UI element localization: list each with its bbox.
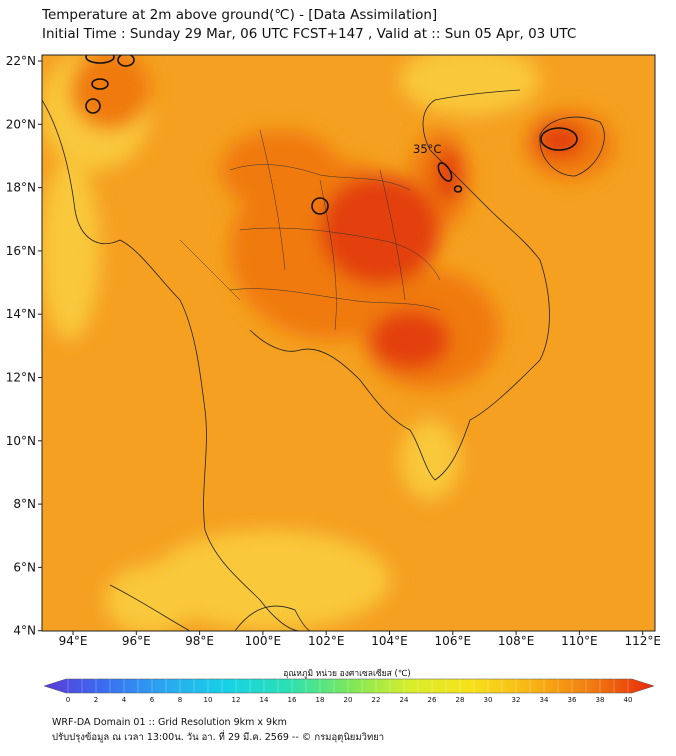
- map-frame: [41, 54, 656, 632]
- colorbar-tick-label: 12: [232, 696, 241, 704]
- border-line: [179, 239, 241, 301]
- colorbar-tick-label: 32: [512, 696, 521, 704]
- coastline-gulf: [249, 89, 550, 481]
- colorbar-tick-label: 10: [204, 696, 213, 704]
- contour-loop: [117, 55, 135, 67]
- lon-tick-label: 108°E: [498, 634, 535, 648]
- lon-tick-label: 100°E: [245, 634, 282, 648]
- hot-area-cambodia: [370, 310, 450, 370]
- colorbar-tick-label: 20: [344, 696, 353, 704]
- lat-tick-label: 12°N: [6, 371, 36, 385]
- contour-loop: [437, 162, 453, 182]
- contour-loop: [311, 197, 329, 215]
- coastlines: [42, 89, 605, 631]
- lat-tick-label: 14°N: [6, 307, 36, 321]
- colorbar-tick-label: 36: [568, 696, 577, 704]
- longitude-axis: 94°E 96°E 98°E 100°E 102°E 104°E 106°E 108°E 110…: [59, 631, 661, 648]
- coastline-hainan: [539, 116, 605, 177]
- border-line: [259, 129, 286, 271]
- contour-loop: [540, 127, 578, 151]
- coastline-sumatra: [109, 584, 191, 631]
- colorbar-tick-label: 4: [122, 696, 127, 704]
- cool-area-sea-south: [150, 530, 390, 630]
- contour-label: 35°C: [413, 142, 441, 156]
- contour-loop: [85, 98, 101, 114]
- colorbar-tick-label: 0: [66, 696, 70, 704]
- footer-update-info: ปรับปรุงข้อมูล ณ เวลา 13:00น. วัน อา. ที…: [52, 732, 385, 743]
- map-title: Temperature at 2m above ground(℃) - [Dat…: [42, 7, 438, 23]
- contour-loop: [85, 55, 115, 64]
- lon-tick-label: 110°E: [561, 634, 598, 648]
- lat-tick-label: 20°N: [6, 117, 36, 131]
- lon-tick-label: 112°E: [624, 634, 661, 648]
- colorbar-ticks: 0 2 4 6 8 10 12 14 16 18 20 22 24 26 28 30 32 34 36 38 40: [66, 679, 633, 704]
- colorbar-tick-label: 28: [456, 696, 465, 704]
- lat-tick-label: 22°N: [6, 54, 36, 68]
- colorbar-tick-label: 40: [624, 696, 633, 704]
- colorbar-tick-label: 6: [150, 696, 155, 704]
- lat-tick-label: 8°N: [13, 497, 36, 511]
- colorbar-tick-label: 30: [484, 696, 493, 704]
- contour-loop: [91, 78, 109, 90]
- cool-area-west-coast: [42, 160, 100, 340]
- coastline-malaysia: [234, 605, 311, 631]
- map-subtitle: Initial Time : Sunday 29 Mar, 06 UTC FCS…: [42, 26, 577, 42]
- cool-area-mekong-delta: [400, 420, 460, 500]
- lat-tick-label: 6°N: [13, 560, 36, 574]
- colorbar: 0 2 4 6 8 10 12 14 16 18 20 22 24 26 28 30 32 34 36 38 40: [43, 678, 655, 704]
- colorbar-tick-label: 2: [94, 696, 98, 704]
- lon-tick-label: 106°E: [435, 634, 472, 648]
- coastline-andaman: [42, 99, 301, 631]
- border-line: [379, 169, 406, 301]
- lat-tick-label: 18°N: [6, 181, 36, 195]
- border-line: [229, 164, 411, 191]
- temperature-field: 35°C: [42, 55, 655, 631]
- temperature-shading: [42, 55, 615, 631]
- warm-area-north-myanmar: [70, 55, 150, 130]
- border-line: [229, 288, 441, 311]
- colorbar-tick-label: 18: [316, 696, 325, 704]
- contour-35c: [85, 55, 578, 215]
- cool-area-sumatra: [105, 565, 195, 631]
- colorbar-tick-label: 14: [260, 696, 269, 704]
- colorbar-bar: [43, 678, 655, 694]
- lat-tick-label: 16°N: [6, 244, 36, 258]
- lon-tick-label: 96°E: [122, 634, 151, 648]
- lon-tick-label: 98°E: [185, 634, 214, 648]
- footer-model-info: WRF-DA Domain 01 :: Grid Resolution 9km …: [52, 717, 287, 728]
- lon-tick-label: 94°E: [59, 634, 88, 648]
- colorbar-tick-label: 24: [400, 696, 409, 704]
- lon-tick-label: 104°E: [371, 634, 408, 648]
- warm-area-laos: [220, 130, 340, 210]
- colorbar-tick-label: 8: [178, 696, 182, 704]
- colorbar-label: อุณหภูมิ หน่วย องศาเซลเซียส (℃): [283, 668, 410, 679]
- lat-tick-label: 4°N: [13, 624, 36, 638]
- colorbar-tick-label: 26: [428, 696, 437, 704]
- colorbar-tick-label: 16: [288, 696, 297, 704]
- contour-loop: [453, 185, 463, 193]
- lat-tick-label: 10°N: [6, 434, 36, 448]
- lon-tick-label: 102°E: [308, 634, 345, 648]
- colorbar-tick-label: 22: [372, 696, 381, 704]
- hot-area-isaan: [320, 175, 440, 285]
- colorbar-tick-label: 34: [540, 696, 549, 704]
- border-line: [319, 179, 337, 331]
- colorbar-tick-label: 38: [596, 696, 605, 704]
- latitude-axis: 22°N 20°N 18°N 16°N 14°N 12°N 10°N 8°N 6°N 4°N: [6, 54, 42, 638]
